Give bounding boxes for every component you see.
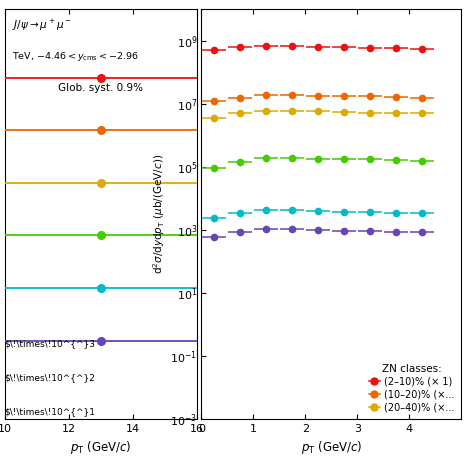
Y-axis label: d$^2\sigma$/d$y$d$p_{\rm T}$ ($\mu$b/(GeV/$c$)): d$^2\sigma$/d$y$d$p_{\rm T}$ ($\mu$b/(Ge… [151,154,167,274]
Text: $J/\psi \rightarrow \mu^+\mu^-$: $J/\psi \rightarrow \mu^+\mu^-$ [12,18,72,33]
Text: $\!\times\!10^{^}3: $\!\times\!10^{^}3 [5,339,96,349]
Text: $\!\times\!10^{^}2: $\!\times\!10^{^}2 [5,373,96,382]
X-axis label: $p_{\rm T}$ (GeV/$c$): $p_{\rm T}$ (GeV/$c$) [301,439,362,456]
Text: Glob. syst. 0.9%: Glob. syst. 0.9% [58,83,143,93]
X-axis label: $p_{\rm T}$ (GeV/$c$): $p_{\rm T}$ (GeV/$c$) [70,439,131,456]
Text: $\!\times\!10^{^}1: $\!\times\!10^{^}1 [5,407,96,416]
Legend: (2–10)% (× 1), (10–20)% (×..., (20–40)% (×...: (2–10)% (× 1), (10–20)% (×..., (20–40)% … [367,362,457,415]
Text: TeV, $-4.46 < y_{\rm cms} < -2.96$: TeV, $-4.46 < y_{\rm cms} < -2.96$ [12,50,139,63]
